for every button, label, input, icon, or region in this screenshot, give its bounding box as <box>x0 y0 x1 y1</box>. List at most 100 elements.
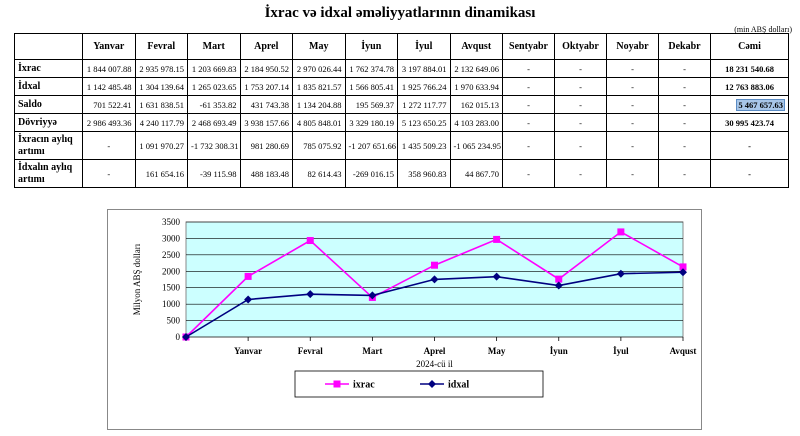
table-cell: 2 468 693.49 <box>187 113 241 132</box>
table-cell: - <box>606 59 659 78</box>
header-cell: İyun <box>344 33 398 60</box>
header-cell: Avqust <box>449 33 503 60</box>
table-cell: 44 867.70 <box>449 159 503 188</box>
y-tick-label: 1500 <box>162 283 181 293</box>
header-cell: İyul <box>397 33 451 60</box>
data-point-ixrac <box>679 263 687 271</box>
table-cell: - <box>554 159 607 188</box>
header-cell: Sentyabr <box>502 33 555 60</box>
table-cell: 4 103 283.00 <box>449 113 503 132</box>
table-cell: 1 844 007.88 <box>82 59 136 78</box>
table-cell: 1 435 509.23 <box>397 131 451 160</box>
header-cell: Dekabr <box>658 33 711 60</box>
table-cell: -61 353.82 <box>187 95 241 114</box>
data-point-idxal <box>492 272 501 281</box>
total-cell: 30 995 423.74 <box>710 113 789 132</box>
table-cell: -39 115.98 <box>187 159 241 188</box>
data-point-idxal <box>616 269 625 278</box>
data-point-ixrac <box>617 228 625 236</box>
total-cell: - <box>710 159 789 188</box>
x-tick-label: İyul <box>613 346 629 356</box>
data-point-ixrac <box>493 235 501 243</box>
table-cell: - <box>554 113 607 132</box>
table-row: Saldo 701 522.41 1 631 838.51 -61 353.82 431… <box>14 95 789 114</box>
data-point-ixrac <box>244 272 252 280</box>
line-chart: 0 500 1000 1500 2000 2500 3000 3500 Yanvar Fevral… <box>132 217 697 398</box>
x-tick-label: İyun <box>550 346 568 356</box>
table-cell: 3 938 157.66 <box>239 113 293 132</box>
table-cell: 1 566 805.41 <box>344 77 398 96</box>
total-cell: 12 763 883.06 <box>710 77 789 96</box>
table-cell: 2 935 978.15 <box>134 59 188 78</box>
table-cell: - <box>658 131 711 160</box>
table-cell: - <box>658 113 711 132</box>
table-cell: -1 065 234.95 <box>449 131 503 160</box>
table-cell: 1 835 821.57 <box>292 77 346 96</box>
table-row: İxrac 1 844 007.88 2 935 978.15 1 203 669.8… <box>14 59 789 78</box>
header-cell: Mart <box>187 33 241 60</box>
x-tick-label: Yanvar <box>234 346 262 356</box>
table-cell: 2 986 493.36 <box>82 113 136 132</box>
y-tick-label: 3500 <box>162 217 181 227</box>
header-cell: Noyabr <box>606 33 659 60</box>
total-cell: 18 231 540.68 <box>710 59 789 78</box>
header-cell: Cəmi <box>710 33 789 60</box>
table-cell: - <box>606 95 659 114</box>
data-point-ixrac <box>306 237 314 245</box>
table-cell: 358 960.83 <box>397 159 451 188</box>
table-cell: - <box>658 95 711 114</box>
table-cell: - <box>502 95 555 114</box>
table-cell: 82 614.43 <box>292 159 346 188</box>
data-point-ixrac <box>555 275 563 283</box>
table-cell: -1 207 651.66 <box>344 131 398 160</box>
header-cell: Fevral <box>134 33 188 60</box>
table-header-row: Yanvar Fevral Mart Aprel May İyun İyul Avqust Se… <box>14 33 789 60</box>
row-label: İdxalın aylıq artımı <box>14 159 83 188</box>
x-tick-label: May <box>488 346 506 356</box>
table-cell: 701 522.41 <box>82 95 136 114</box>
table-cell: - <box>554 131 607 160</box>
table-cell: - <box>606 113 659 132</box>
table-cell: 2 132 649.06 <box>449 59 503 78</box>
table-cell: 1 762 374.78 <box>344 59 398 78</box>
total-cell: 5 467 657.63 <box>710 95 789 114</box>
table-cell: - <box>554 77 607 96</box>
table-cell: 1 304 139.64 <box>134 77 188 96</box>
legend-marker-ixrac <box>333 380 341 388</box>
page-title: İxrac və idxal əməliyyatlarının dinamika… <box>264 5 536 21</box>
table-cell: - <box>606 131 659 160</box>
table-cell: 1 203 669.83 <box>187 59 241 78</box>
x-axis-title: 2024-cü il <box>416 359 453 369</box>
table-cell: - <box>606 159 659 188</box>
table-cell: - <box>502 159 555 188</box>
data-point-idxal <box>244 295 253 304</box>
table-cell: 3 197 884.01 <box>397 59 451 78</box>
table-cell: -1 732 308.31 <box>187 131 241 160</box>
table-cell: - <box>658 77 711 96</box>
table-cell: 161 654.16 <box>134 159 188 188</box>
table-cell: 1 970 633.94 <box>449 77 503 96</box>
data-point-idxal <box>679 268 687 277</box>
table-cell: - <box>606 77 659 96</box>
table-cell: - <box>658 59 711 78</box>
row-label: Saldo <box>14 95 83 114</box>
y-tick-label: 500 <box>167 316 181 326</box>
table-cell: - <box>82 159 136 188</box>
table-cell: 1 753 207.14 <box>239 77 293 96</box>
data-point-idxal <box>182 333 190 341</box>
total-cell: - <box>710 131 789 160</box>
data-point-ixrac <box>431 261 438 269</box>
table-cell: 785 075.92 <box>292 131 346 160</box>
highlighted-total[interactable]: 5 467 657.63 <box>736 98 785 111</box>
table-row: İxracın aylıq artımı -1 091 970.27 -1 732 … <box>14 131 789 160</box>
table-cell: - <box>502 131 555 160</box>
row-label: İxracın aylıq artımı <box>14 131 83 160</box>
table-cell: 3 329 180.19 <box>344 113 398 132</box>
x-tick-label: Aprel <box>424 346 446 356</box>
table-cell: 2 970 026.44 <box>292 59 346 78</box>
x-tick-label: Avqust <box>670 346 697 356</box>
legend-label-ixrac: ixrac <box>353 380 375 391</box>
unit-note: (min ABŞ dolları) <box>734 25 792 34</box>
data-point-idxal <box>368 291 377 300</box>
table-cell: - <box>82 131 136 160</box>
